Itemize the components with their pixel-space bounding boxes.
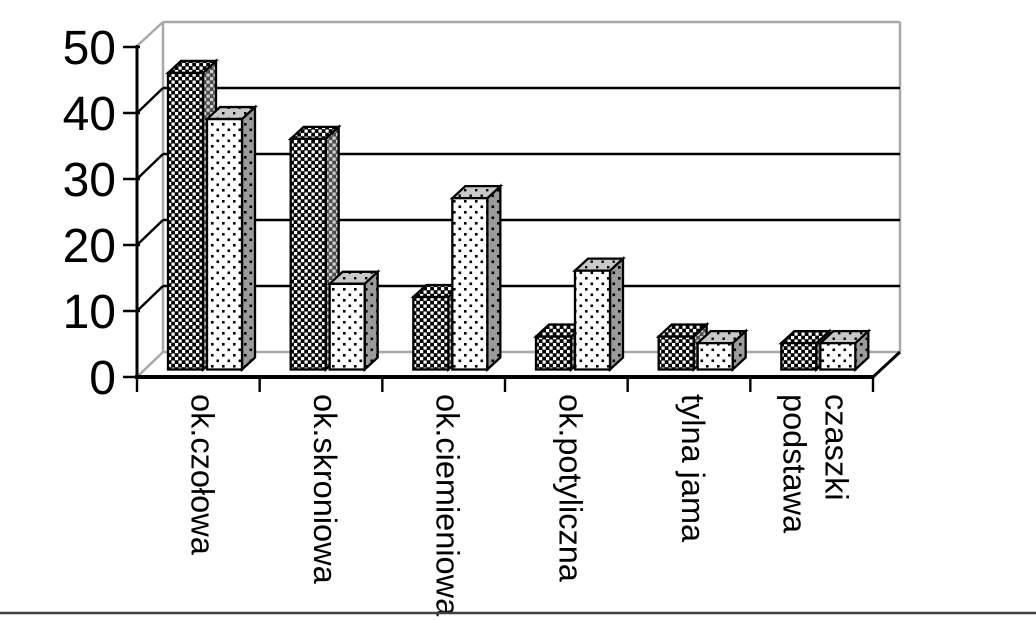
- bar-front-face: [451, 197, 489, 371]
- bars: [165, 58, 872, 373]
- bar-front-face: [412, 295, 450, 371]
- y-tick-label: 50: [63, 22, 116, 75]
- bar-side-face: [608, 256, 625, 373]
- x-category-label: ok.skroniowa: [307, 394, 343, 585]
- bar: [572, 256, 626, 373]
- axes: [135, 45, 902, 392]
- bar-front-face: [205, 117, 244, 371]
- bar: [694, 328, 749, 373]
- bar-front-face: [573, 269, 612, 371]
- plot-wall: [136, 20, 902, 378]
- y-tick-label: 40: [63, 88, 116, 141]
- bar-side-face: [240, 104, 257, 373]
- bar: [287, 124, 342, 373]
- floor-left-diagonal: [136, 351, 164, 378]
- bar: [449, 183, 504, 373]
- bar-side-face: [363, 269, 379, 373]
- bar-front-face: [534, 335, 573, 371]
- x-category-label: tylna jama: [675, 394, 711, 543]
- y-tick-label: 30: [63, 154, 116, 207]
- bar-front-face: [289, 137, 327, 371]
- x-category-label: ok.czołowa: [184, 394, 220, 556]
- bar-front-face: [328, 282, 366, 371]
- x-category-label: ok.ciemieniowa: [430, 394, 466, 617]
- wall-top-left-diagonal: [136, 21, 164, 47]
- x-category-label: podstawa: [777, 394, 813, 534]
- bar: [204, 104, 258, 373]
- x-category-label: czaszki: [819, 394, 855, 501]
- bar-front-face: [657, 335, 695, 371]
- y-tick-label: 20: [63, 220, 116, 273]
- bar-front-face: [819, 341, 857, 371]
- y-tick-diagonal: [136, 87, 164, 114]
- bar-front-face: [780, 341, 818, 371]
- floor-right-diagonal: [871, 350, 902, 379]
- bar: [326, 269, 381, 373]
- bar-front-face: [696, 341, 734, 371]
- bar: [817, 328, 872, 373]
- y-axis-ticks: [123, 45, 164, 379]
- y-tick-diagonal: [136, 285, 164, 312]
- y-tick-diagonal: [136, 153, 164, 180]
- y-tick-diagonal: [136, 219, 164, 246]
- bar-front-face: [166, 71, 205, 371]
- bar-side-face: [486, 183, 502, 373]
- y-tick-label: 10: [63, 286, 116, 339]
- x-category-labels: ok.czołowa ok.skroniowa ok.ciemieniowa ok.p…: [184, 394, 854, 617]
- y-tick-label: 0: [89, 352, 116, 405]
- x-category-label: ok.potyliczna: [552, 394, 588, 583]
- gridlines: [163, 86, 900, 288]
- y-axis-labels: 0 10 20 30 40 50: [63, 22, 116, 405]
